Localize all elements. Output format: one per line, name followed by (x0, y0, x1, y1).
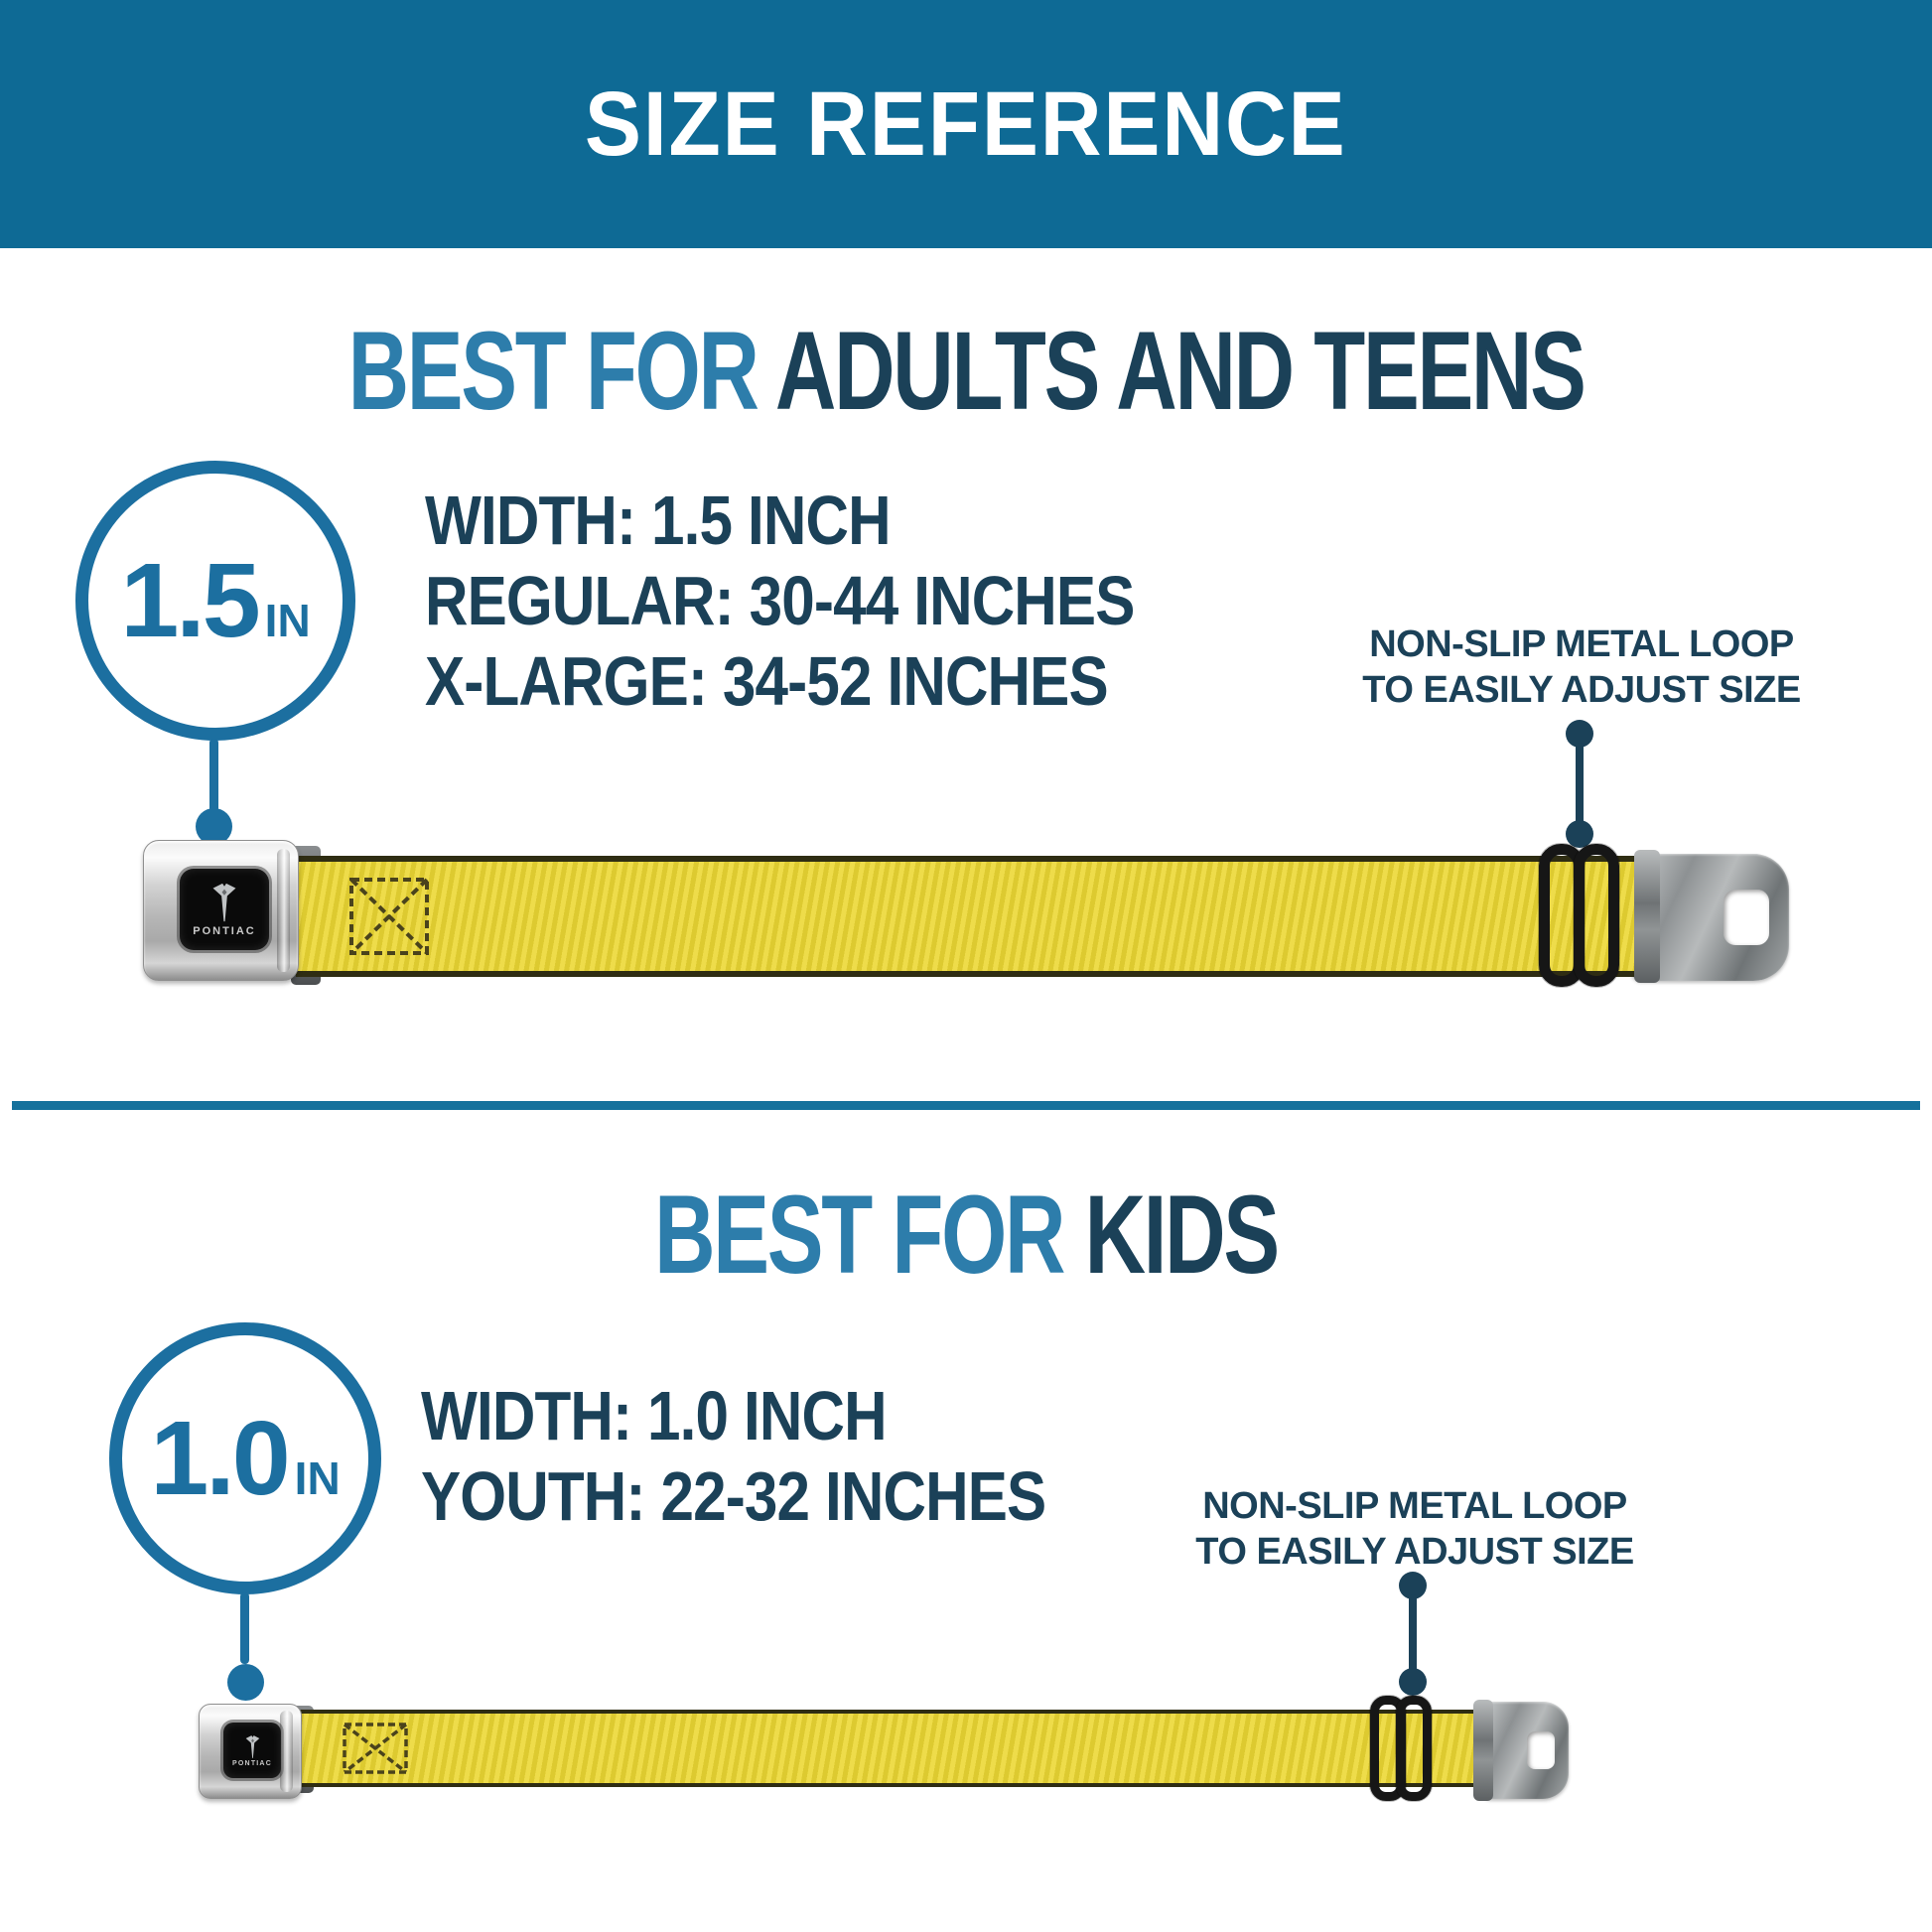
spec-line: X-LARGE: 34-52 INCHES (425, 642, 1109, 720)
metal-loop-callout-kids: NON-SLIP METAL LOOP TO EASILY ADJUST SIZ… (1181, 1483, 1648, 1575)
width-value-kids: 1.0 (150, 1400, 290, 1517)
callout-line: NON-SLIP METAL LOOP (1369, 623, 1794, 665)
latch-plate-hole-kids (1527, 1731, 1555, 1769)
metal-loop-callout-adults: NON-SLIP METAL LOOP TO EASILY ADJUST SIZ… (1348, 621, 1815, 713)
page-title: SIZE REFERENCE (585, 72, 1347, 175)
plate-collar-kids (1473, 1700, 1493, 1801)
spec-line: WIDTH: 1.0 INCH (421, 1377, 888, 1454)
buckle-brand-label-adults: PONTIAC (193, 925, 256, 937)
heading-main-kids: KIDS (1084, 1173, 1281, 1297)
width-unit-adults: IN (264, 595, 311, 646)
pontiac-logo-icon (245, 1734, 259, 1758)
circle-leader-line-adults (209, 739, 218, 812)
metal-loop-slider-kids (1396, 1696, 1432, 1801)
callout-line: NON-SLIP METAL LOOP (1202, 1485, 1627, 1527)
metal-loop-slider-adults (1574, 844, 1619, 987)
seatbelt-buckle-adults: PONTIAC (143, 840, 299, 981)
section-heading-kids: BEST FOR KIDS (0, 1179, 1932, 1291)
callout-dot-bottom-kids (1399, 1668, 1427, 1696)
belt-webbing-adults (296, 856, 1646, 977)
spec-line: REGULAR: 30-44 INCHES (425, 562, 1135, 639)
pontiac-logo-icon (212, 883, 236, 922)
width-badge-kids: 1.0 IN (109, 1322, 381, 1594)
section-heading-adults: BEST FOR ADULTS AND TEENS (0, 316, 1932, 427)
callout-line: TO EASILY ADJUST SIZE (1195, 1531, 1634, 1573)
belt-webbing-kids (294, 1710, 1481, 1787)
box-x-stitch-icon-adults (349, 878, 429, 955)
plate-collar-adults (1634, 850, 1660, 983)
spec-line: YOUTH: 22-32 INCHES (421, 1457, 1046, 1535)
seatbelt-buckle-kids: PONTIAC (199, 1704, 302, 1799)
buckle-face-adults: PONTIAC (180, 869, 269, 950)
latch-plate-hole-adults (1724, 890, 1769, 945)
width-badge-adults: 1.5 IN (75, 461, 355, 741)
buckle-brand-label-kids: PONTIAC (232, 1759, 272, 1767)
callout-leader-line-adults (1576, 743, 1584, 826)
heading-prefix-kids: BEST FOR (654, 1173, 1065, 1297)
circle-leader-dot-adults (196, 808, 232, 845)
spec-list-adults: WIDTH: 1.5 INCH REGULAR: 30-44 INCHES X-… (425, 481, 1135, 722)
header-banner: SIZE REFERENCE (0, 0, 1932, 248)
callout-dot-bottom-adults (1566, 820, 1593, 848)
buckle-face-kids: PONTIAC (223, 1723, 281, 1778)
circle-leader-line-kids (240, 1592, 249, 1664)
width-unit-kids: IN (294, 1452, 341, 1504)
width-value-adults: 1.5 (120, 542, 260, 659)
heading-prefix-adults: BEST FOR (347, 309, 759, 433)
circle-leader-dot-kids (227, 1664, 264, 1701)
latch-plate-kids (1481, 1702, 1569, 1799)
box-x-stitch-icon-kids (343, 1723, 408, 1774)
callout-leader-line-kids (1409, 1594, 1417, 1674)
heading-main-adults: ADULTS AND TEENS (774, 309, 1587, 433)
spec-list-kids: WIDTH: 1.0 INCH YOUTH: 22-32 INCHES (421, 1376, 1046, 1537)
callout-line: TO EASILY ADJUST SIZE (1362, 669, 1801, 711)
section-divider (12, 1101, 1920, 1110)
spec-line: WIDTH: 1.5 INCH (425, 482, 892, 559)
